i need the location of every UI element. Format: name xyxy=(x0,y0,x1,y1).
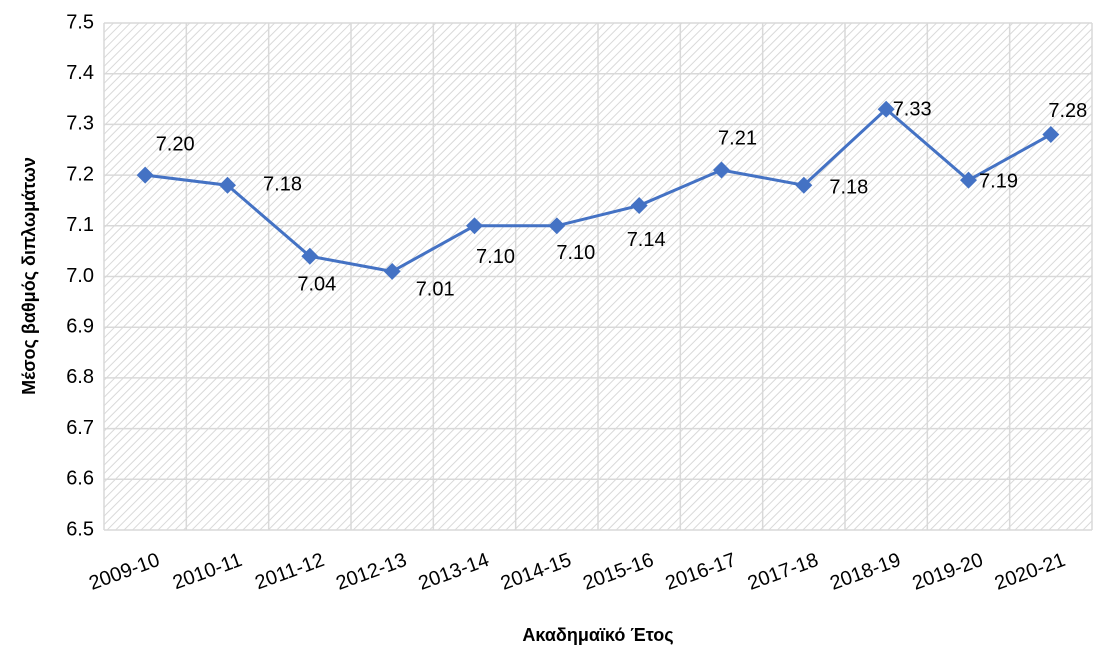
y-tick-label: 7.5 xyxy=(66,11,94,33)
y-tick-label: 7.2 xyxy=(66,163,94,185)
data-label: 7.20 xyxy=(156,133,195,155)
x-tick-label: 2012-13 xyxy=(333,549,410,595)
data-label: 7.28 xyxy=(1048,100,1087,122)
point-marker xyxy=(548,217,566,235)
data-label: 7.14 xyxy=(627,229,666,251)
data-label: 7.18 xyxy=(829,177,868,199)
point-marker xyxy=(219,176,236,194)
point-marker xyxy=(877,100,895,118)
point-marker xyxy=(383,262,401,280)
data-label: 7.19 xyxy=(979,170,1018,192)
series-line xyxy=(144,107,1052,274)
x-axis-title: Ακαδημαϊκό Έτος xyxy=(522,625,673,645)
data-label: 7.10 xyxy=(556,242,595,264)
y-tick-label: 6.8 xyxy=(66,366,94,388)
y-tick-label: 6.9 xyxy=(66,315,94,337)
y-tick-label: 7.1 xyxy=(66,214,94,236)
data-label: 7.18 xyxy=(263,174,302,196)
x-tick-label: 2014-15 xyxy=(498,549,575,595)
y-tick-label: 7.0 xyxy=(66,265,94,287)
data-label: 7.33 xyxy=(893,98,932,120)
x-tick-label: 2017-18 xyxy=(745,549,822,595)
y-tick-label: 6.6 xyxy=(66,468,94,490)
point-marker xyxy=(630,197,648,215)
x-tick-label: 2016-17 xyxy=(663,549,740,595)
data-label: 7.21 xyxy=(718,127,757,149)
y-tick-label: 6.7 xyxy=(66,417,94,439)
point-marker xyxy=(795,176,813,194)
data-label: 7.10 xyxy=(476,246,515,268)
y-tick-label: 7.4 xyxy=(66,62,94,84)
x-tick-label: 2020-21 xyxy=(992,549,1069,595)
point-marker xyxy=(136,166,154,184)
x-tick-label: 2011-12 xyxy=(252,549,327,594)
y-tick-label: 6.5 xyxy=(66,518,94,540)
x-tick-label: 2009-10 xyxy=(86,549,163,595)
data-label: 7.01 xyxy=(416,279,455,301)
x-tick-label: 2019-20 xyxy=(910,549,987,595)
point-marker xyxy=(960,171,977,189)
point-marker xyxy=(466,217,483,235)
x-tick-label: 2018-19 xyxy=(827,549,904,595)
x-tick-label: 2015-16 xyxy=(580,549,657,595)
data-label: 7.04 xyxy=(297,274,336,296)
point-marker xyxy=(713,161,730,179)
y-tick-label: 7.3 xyxy=(66,113,94,135)
x-tick-label: 2010-11 xyxy=(170,549,245,594)
x-tick-label: 2013-14 xyxy=(416,549,493,595)
point-marker xyxy=(301,247,319,265)
y-axis-title: Μέσος βαθμός διπλωμάτων xyxy=(19,157,39,395)
